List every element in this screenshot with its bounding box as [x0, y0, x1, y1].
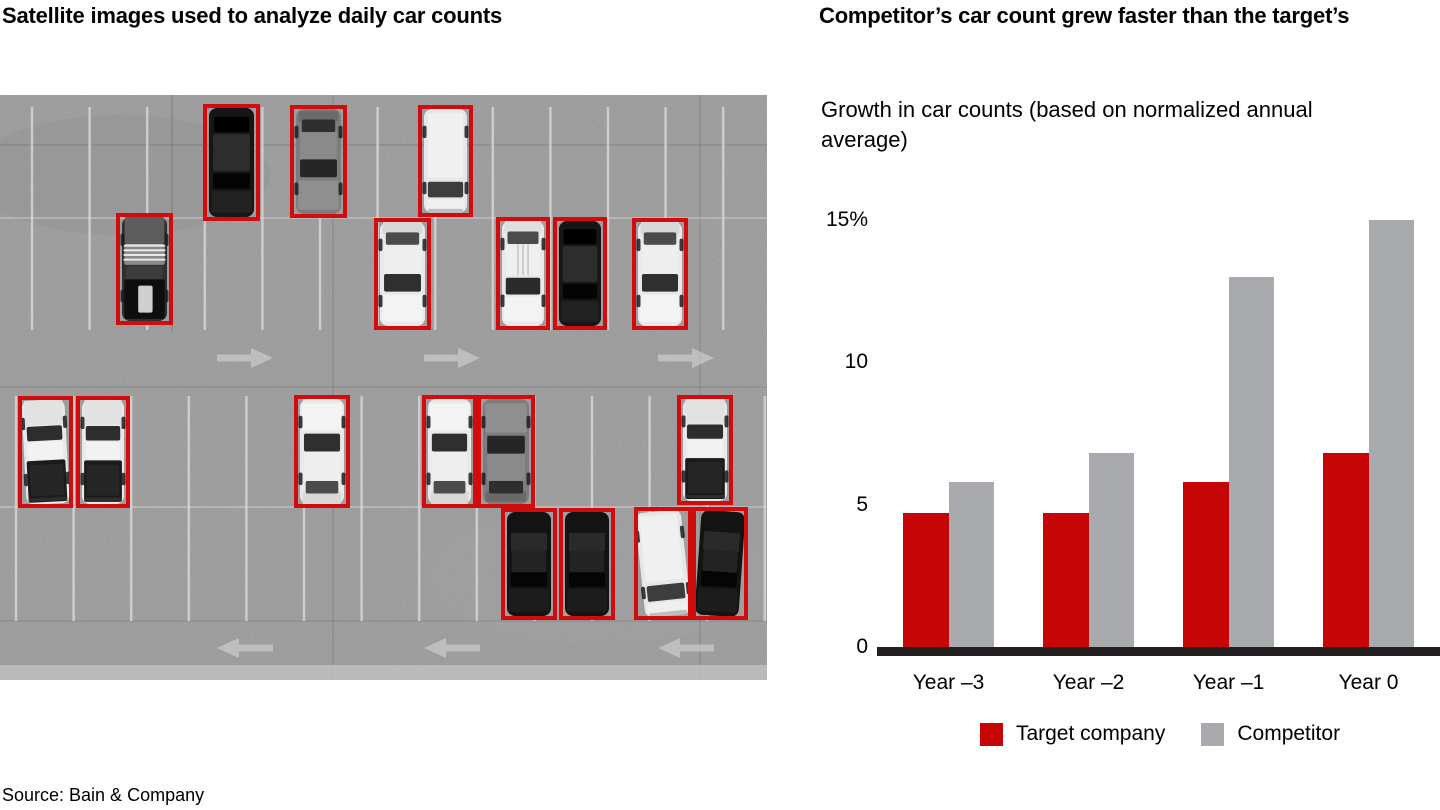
detection-box: [634, 507, 692, 620]
x-axis-label: Year –3: [912, 671, 985, 694]
detection-box: [496, 217, 550, 330]
legend-label: Target company: [1015, 722, 1166, 745]
detection-box: [559, 508, 615, 620]
car-sedan_black: [565, 512, 609, 616]
detection-box: [501, 508, 557, 620]
car-pickup_white: [681, 399, 729, 501]
detection-box: [422, 395, 477, 508]
car-sedan_white: [378, 222, 427, 326]
car-suv_dark: [209, 108, 254, 217]
car-sedan_gray: [294, 109, 343, 214]
car-pickup_dark_straps: [120, 217, 169, 321]
left-panel-title: Satellite images used to analyze daily c…: [2, 3, 503, 28]
detection-box: [374, 218, 431, 330]
chart-title: Competitor’s car count grew faster than …: [819, 3, 1350, 28]
car-sedan_black: [694, 510, 746, 617]
car-sedan_white: [426, 399, 473, 504]
car-sedan_gray: [481, 399, 531, 504]
x-axis-label: Year 0: [1338, 671, 1399, 694]
detection-box: [203, 104, 260, 221]
y-tick-label: 10: [844, 350, 868, 374]
bar-target-1: [903, 513, 949, 647]
detection-box: [677, 395, 733, 505]
detection-box: [477, 395, 535, 508]
car-van_white: [635, 509, 691, 618]
detection-box: [692, 507, 748, 620]
bar-target-3: [1183, 481, 1229, 647]
car-pickup_white: [80, 400, 126, 504]
bar-target-4: [1323, 453, 1369, 647]
detection-box: [294, 395, 350, 508]
x-axis-label: Year –2: [1052, 671, 1125, 694]
y-tick-label: 15%: [825, 208, 868, 231]
bar-target-2: [1043, 513, 1089, 647]
car-sedan_black: [507, 512, 551, 616]
car-sedan_white: [636, 222, 684, 326]
detection-box: [290, 105, 347, 218]
car-sedan_white: [298, 399, 346, 504]
detection-box: [18, 396, 73, 508]
y-tick-label: 0: [856, 635, 868, 658]
detection-box: [632, 218, 688, 330]
car-pickup_white: [20, 399, 71, 505]
parking-lot-photo: [0, 95, 770, 680]
detection-box: [76, 396, 130, 508]
bar-competitor-4: [1368, 220, 1414, 647]
car-suv_white: [500, 221, 546, 326]
legend-label: Competitor: [1237, 722, 1341, 745]
car-van_white: [422, 109, 469, 213]
car-suv_dark: [559, 221, 601, 326]
legend-item: Target company: [979, 722, 1166, 746]
legend-swatch: [979, 722, 1003, 746]
legend-item: Competitor: [1201, 722, 1340, 746]
x-axis-line: [877, 647, 1440, 656]
satellite-image: [0, 95, 770, 680]
chart-legend: Target company Competitor: [880, 722, 1440, 746]
bar-competitor-3: [1228, 276, 1274, 647]
bar-competitor-1: [948, 481, 994, 647]
source-note: Source: Bain & Company: [2, 785, 205, 805]
legend-swatch: [1201, 722, 1225, 746]
detection-box: [418, 105, 473, 217]
detection-box: [553, 217, 607, 330]
chart-axis-title: Growth in car counts (based on normalize…: [821, 97, 1313, 152]
y-tick-label: 5: [856, 492, 868, 516]
bar-competitor-2: [1088, 453, 1134, 647]
x-axis-label: Year –1: [1192, 671, 1265, 694]
detection-box: [116, 213, 173, 325]
